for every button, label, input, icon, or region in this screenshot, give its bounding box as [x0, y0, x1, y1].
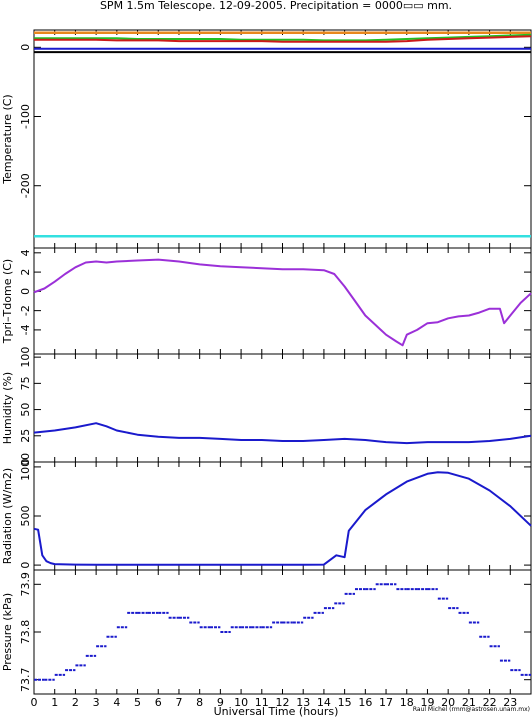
x-tick-label-19: 19	[420, 696, 434, 709]
panel-3-series-blue	[33, 471, 532, 566]
x-tick-label-21: 21	[462, 696, 476, 709]
panel-1-frame	[33, 247, 532, 355]
x-tick-label-4: 4	[113, 696, 120, 709]
x-tick-label-14: 14	[317, 696, 331, 709]
panel-0-series-red	[34, 35, 532, 43]
x-tick-label-7: 7	[175, 696, 182, 709]
panel-4-ytick-label-0: 73.9	[19, 572, 32, 597]
panel-4-ytick-label-2: 73.7	[19, 667, 32, 692]
x-axis-label: Universal Time (hours)	[214, 705, 339, 718]
panel-1-ytick-label-0: 4	[19, 249, 32, 256]
panel-1-ytick-label-3: -2	[19, 305, 32, 316]
panel-2-ylabel: Humidity (%)	[1, 372, 14, 444]
panel-3-ytick-label-0: 1000	[19, 453, 32, 481]
panel-1-ylabel: Tpri–Tdome (C)	[1, 259, 14, 344]
panel-0-ylabel: Temperature (C)	[1, 94, 14, 184]
panel-2-ytick-label-0: 100	[19, 347, 32, 368]
panel-3-ytick-label-1: 500	[19, 506, 32, 527]
panel-1-ytick-label-1: 2	[19, 269, 32, 276]
panel-1-series-purple	[33, 258, 532, 347]
panel-2-ytick-label-2: 50	[19, 403, 32, 417]
panel-0-ytick-label-1: -100	[19, 104, 32, 129]
x-tick-label-10: 10	[234, 696, 248, 709]
panel-4-ytick-label-1: 73.8	[19, 620, 32, 645]
panel-0-frame	[33, 29, 532, 249]
x-tick-label-2: 2	[72, 696, 79, 709]
panel-4-frame	[33, 569, 532, 695]
panel-4-ylabel: Pressure (kPa)	[1, 593, 14, 671]
panel-0-series-green	[34, 33, 532, 42]
x-tick-label-13: 13	[296, 696, 310, 709]
panel-2-frame	[33, 353, 532, 463]
panel-2-ytick-label-3: 25	[19, 429, 32, 443]
panel-2-ytick-label-4: 0	[19, 459, 32, 466]
panel-0-ytick-label-0: 0	[19, 44, 32, 51]
x-tick-label-11: 11	[255, 696, 269, 709]
panel-2-ytick-label-1: 75	[19, 376, 32, 390]
x-tick-label-0: 0	[31, 696, 38, 709]
x-tick-label-17: 17	[379, 696, 393, 709]
x-tick-label-5: 5	[134, 696, 141, 709]
x-tick-label-6: 6	[155, 696, 162, 709]
panel-3-ylabel: Radiation (W/m2)	[1, 468, 14, 564]
x-tick-label-16: 16	[358, 696, 372, 709]
panel-3-ytick-label-2: 0	[19, 562, 32, 569]
x-tick-label-18: 18	[400, 696, 414, 709]
panel-0-ytick-label-2: -200	[19, 173, 32, 198]
x-tick-label-12: 12	[276, 696, 290, 709]
x-tick-label-8: 8	[196, 696, 203, 709]
x-tick-label-15: 15	[338, 696, 352, 709]
x-tick-label-1: 1	[51, 696, 58, 709]
panel-1-ytick-label-4: -4	[19, 324, 32, 335]
x-tick-label-23: 23	[503, 696, 517, 709]
panel-2-series-blue	[33, 422, 532, 445]
x-tick-label-22: 22	[483, 696, 497, 709]
x-tick-label-20: 20	[441, 696, 455, 709]
x-tick-label-9: 9	[217, 696, 224, 709]
panel-3-frame	[33, 461, 532, 571]
x-tick-label-3: 3	[93, 696, 100, 709]
chart-title: SPM 1.5m Telescope. 12-09-2005. Precipit…	[100, 0, 452, 12]
panel-1-ytick-label-2: 0	[19, 288, 32, 295]
credit-text: Raul Michel (rmm@astrosen.unam.mx)	[413, 706, 530, 713]
